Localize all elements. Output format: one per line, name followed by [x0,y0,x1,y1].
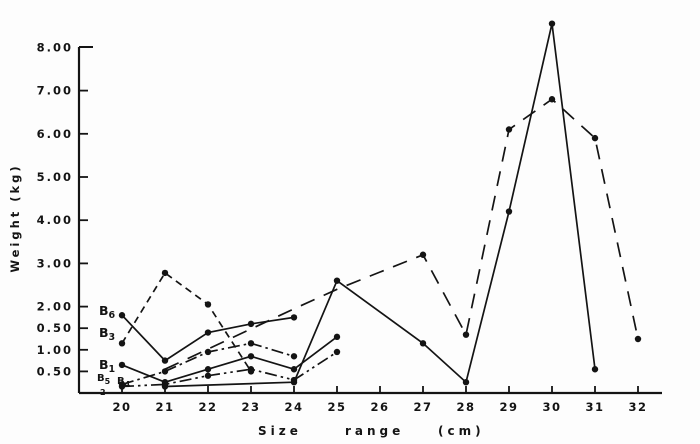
x-tick-label: 27 [413,400,432,414]
data-point-B6 [247,320,255,328]
data-point-unlabeled [591,134,599,142]
x-tick-label: 26 [370,400,389,414]
y-tick-label: 3.00 [37,256,73,270]
x-tick-label: 20 [112,400,131,414]
y-tick-label: 6.00 [37,127,73,141]
y-tick-label: 2.00 [37,300,73,314]
data-point-B5 [118,383,126,390]
x-tick-label: 30 [542,400,561,414]
series-label-B3: B3 [99,325,115,343]
data-point-B2 [161,383,169,390]
data-point-unlabeled [505,126,513,133]
y-tick-label: 4.00 [37,213,73,227]
data-point-B4 [247,340,255,347]
y-tick-label: 5.00 [37,170,73,184]
data-point-B5 [247,366,255,373]
data-point-B6 [161,357,169,364]
x-tick-label: 21 [155,400,174,414]
data-point-B2 [591,366,599,373]
data-point-B2 [505,208,513,215]
data-point-unlabeled [419,251,427,258]
data-point-B1 [118,361,126,369]
y-tick-label: 0.50 [37,364,73,378]
data-point-B1 [204,366,212,373]
data-point-B3 [204,301,212,308]
y-tick-label: 8.00 [37,40,73,54]
x-tick-label: 32 [628,400,647,414]
data-point-B2 [419,340,427,347]
data-point-unlabeled [634,335,642,343]
x-axis-title-size: Size [258,424,302,438]
data-point-unlabeled [462,331,470,338]
data-point-B1 [290,366,298,373]
x-tick-label: 29 [499,400,518,414]
x-axis-title-range: range [345,424,405,438]
data-point-B4 [161,368,169,375]
data-point-B5 [204,372,212,379]
data-point-unlabeled [548,96,556,103]
x-tick-label: 25 [327,400,346,414]
data-point-B1 [333,333,341,341]
data-point-B6 [290,314,298,321]
data-point-B5 [333,348,341,356]
data-point-B2 [290,379,298,386]
data-point-B2 [462,379,470,386]
series-label-B6: B6 [99,303,116,321]
series-label-B5: B5 [97,373,111,386]
y-tick-label: 7.00 [37,84,73,98]
data-point-B1 [247,353,255,360]
y-axis-title: Weight (kg) [8,163,22,273]
series-label-B2: 2 [100,388,106,397]
data-point-B6 [118,312,126,319]
series-line-B5 [121,351,338,388]
data-point-B4 [204,348,212,356]
data-point-B6 [204,329,212,336]
y-tick-label: 0.50 [37,321,73,335]
data-point-B3 [118,340,126,347]
data-point-B4 [290,353,298,360]
series-line-unlabeled-6 [164,98,639,370]
data-point-B2 [333,277,341,284]
x-tick-label: 31 [585,400,604,414]
series-line-B2 [164,23,596,388]
data-point-B3 [161,269,169,277]
y-tick-label: 1.00 [37,343,73,357]
series-label-B4: B4 [117,376,131,389]
x-axis-title-unit: (cm) [438,424,485,438]
series-line-B3 [121,271,252,372]
x-tick-label: 23 [241,400,260,414]
data-point-B2 [548,20,556,27]
series-label-B1: B1 [99,357,115,375]
x-tick-label: 22 [198,400,217,414]
x-tick-label: 24 [284,400,303,414]
x-tick-label: 28 [456,400,475,414]
